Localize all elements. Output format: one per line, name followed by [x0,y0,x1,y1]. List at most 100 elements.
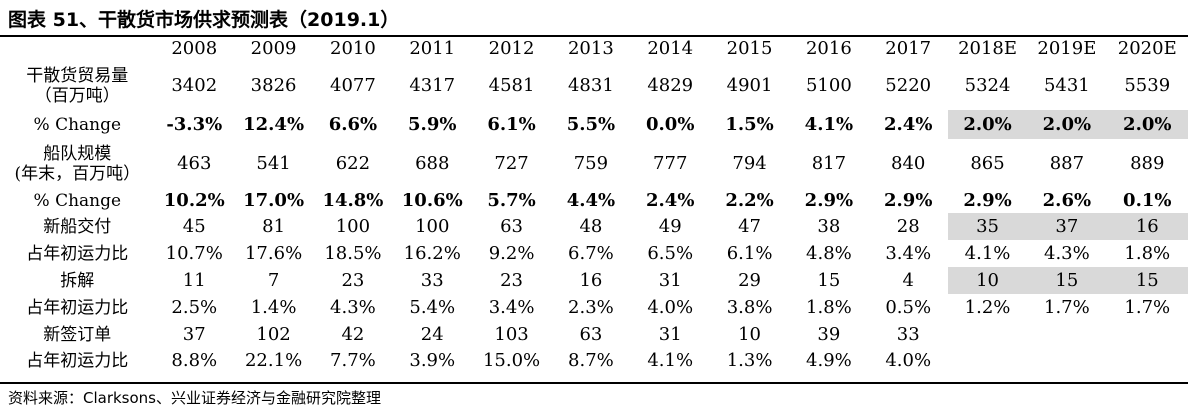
table-cell: 100 [415,215,450,237]
table-title: 图表 51、干散货市场供求预测表（2019.1） [8,9,400,31]
table-cell: 23 [500,269,524,291]
table-row: % Change -3.3% 12.4% 6.6% 5.9% 6.1% 5.5% 0.0% 1.… [0,110,1188,139]
column-header: 2020E [1117,38,1177,59]
table-cell: 37 [1027,213,1107,240]
table-cell: 63 [500,215,524,237]
table-cell: 5.4% [409,296,456,318]
table-cell: -3.3% [166,113,223,135]
row-label: 干散货贸易量 （百万吨） [26,65,129,106]
table-cell: 6.5% [647,242,694,264]
table-cell: 35 [947,213,1028,240]
table-row: 占年初运力比 8.8% 22.1% 7.7% 3.9% 15.0% 8.7% 4.1% 1.3%… [0,348,1188,373]
row-label: % Change [33,190,122,211]
table-cell: 3.9% [409,349,456,371]
column-header: 2015 [726,38,773,59]
table-cell: 4.9% [806,349,852,371]
table-cell: 4.1% [964,242,1011,264]
table-cell [1107,348,1188,373]
table-cell: 5220 [885,74,932,96]
table-cell: 33 [896,323,920,345]
table-cell: 727 [494,152,529,174]
table-cell: 1.5% [725,113,774,135]
table-row: 占年初运力比 10.7% 17.6% 18.5% 16.2% 9.2% 6.7% 6.5% 6.… [0,240,1188,267]
table-cell: 2.2% [725,189,774,211]
table-cell: 102 [256,323,291,345]
table-cell: 49 [658,215,682,237]
table-cell: 4.0% [647,296,694,318]
table-cell: 29 [738,269,761,291]
table-cell: 463 [177,152,212,174]
header-corner [0,37,155,61]
column-header: 2016 [805,38,852,59]
table-cell: 541 [256,152,291,174]
table-cell: 1.7% [1044,296,1090,318]
table-cell: 16 [579,269,603,291]
table-cell: 3402 [171,74,218,96]
table-cell: 4077 [330,74,376,96]
table-cell: 4.1% [804,113,854,135]
table-cell: 6.1% [726,242,773,264]
table-cell: 1.2% [964,296,1011,318]
table-cell: 5539 [1124,74,1171,96]
forecast-table: 2008 2009 2010 2011 2012 2013 2014 2015 2016 2017… [0,37,1188,373]
table-cell [948,321,1027,348]
table-cell: 31 [658,269,682,291]
table-cell: 10.7% [165,242,223,264]
table-cell: 4.0% [885,349,932,371]
table-cell: 10.6% [401,189,463,211]
table-cell: 5.9% [408,113,457,135]
table-cell: 4831 [567,74,614,96]
header-row: 2008 2009 2010 2011 2012 2013 2014 2015 2016 2017… [0,37,1188,61]
table-cell: 1.8% [1124,242,1171,264]
table-cell: 10 [738,323,761,345]
row-label: 新船交付 [43,216,112,237]
table-cell: 889 [1130,152,1165,174]
table-cell: 0.1% [1123,189,1172,211]
table-cell: 840 [891,152,926,174]
table-cell: 100 [335,215,371,237]
table-cell: 37 [182,323,206,345]
table-cell: 4.3% [1044,242,1090,264]
table-cell: 2.4% [884,113,933,135]
table-cell: 2.9% [884,189,933,211]
table-cell: 622 [335,152,371,174]
table-cell: 7.7% [330,349,376,371]
table-row: 拆解 11 7 23 33 23 16 31 29 15 4 10 15 15 [0,267,1188,294]
table-cell: 11 [182,269,206,291]
table-cell: 5.7% [487,189,536,211]
row-label: % Change [33,114,122,135]
table-row: % Change 10.2% 17.0% 14.8% 10.6% 5.7% 4.4% 2.4%… [0,188,1188,213]
table-row: 新签订单 37 102 42 24 103 63 31 10 39 33 [0,321,1188,348]
table-cell: 10.2% [163,189,225,211]
table-cell: 15 [817,269,841,291]
table-cell: 4581 [488,74,535,96]
table-cell: 3.4% [488,296,535,318]
table-cell: 38 [817,215,841,237]
table-cell: 817 [811,152,847,174]
table-cell: 5324 [964,74,1011,96]
table-cell: 4.3% [330,296,376,318]
table-row: 新船交付 45 81 100 100 63 48 49 47 38 28 35 37 16 [0,213,1188,240]
table-cell: 5431 [1043,74,1090,96]
column-header: 2019E [1037,38,1097,59]
table-cell: 8.7% [568,349,614,371]
table-cell: 33 [420,269,444,291]
table-cell: 48 [579,215,603,237]
table-cell: 24 [420,323,444,345]
table-cell: 47 [738,215,761,237]
table-cell: 4.8% [806,242,852,264]
table-body: 2008 2009 2010 2011 2012 2013 2014 2015 2016 2017… [0,37,1188,373]
table-cell: 8.8% [171,349,218,371]
column-header: 2012 [488,38,535,59]
row-label: 新签订单 [43,324,112,345]
table-cell: 3.8% [726,296,773,318]
source-note: 资料来源：Clarksons、兴业证券经济与金融研究院整理 [8,389,382,407]
table-cell: 45 [182,215,206,237]
table-cell: 17.6% [244,242,303,264]
column-header: 2010 [330,38,376,59]
table-cell: 15.0% [482,349,541,371]
table-cell: 10 [947,267,1028,294]
table-cell: 3.4% [885,242,932,264]
table-cell: 0.0% [646,113,695,135]
top-rule [0,35,1188,37]
